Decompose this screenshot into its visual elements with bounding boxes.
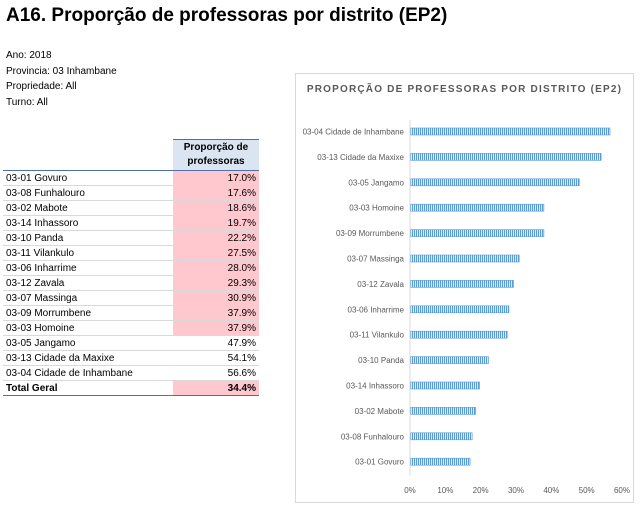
chart-title: PROPORÇÃO DE PROFESSORAS POR DISTRITO (E…	[306, 84, 623, 95]
category-label: 03-13 Cidade da Maxixe	[317, 153, 404, 162]
bar	[409, 457, 471, 466]
table-row: 03-03 Homoine 37.9%	[3, 320, 259, 336]
meta-ownership: Propriedade: All	[6, 81, 77, 92]
category-label: 03-05 Jangamo	[348, 178, 404, 187]
table-header-proportion: Proporção de professoras	[173, 139, 259, 171]
bar	[409, 127, 611, 136]
bar	[409, 381, 480, 390]
x-tick-label: 50%	[579, 486, 595, 495]
table-row: 03-05 Jangamo 47.9%	[3, 335, 259, 351]
district-label: 03-02 Mabote	[3, 200, 173, 216]
x-tick-label: 20%	[473, 486, 489, 495]
total-label: Total Geral	[3, 380, 173, 396]
category-label: 03-14 Inhassoro	[346, 382, 404, 391]
proportion-value: 28.0%	[173, 260, 259, 276]
total-row: Total Geral 34.4%	[3, 380, 259, 396]
district-label: 03-10 Panda	[3, 230, 173, 246]
bar	[409, 305, 510, 314]
proportion-value: 17.0%	[173, 170, 259, 186]
district-label: 03-01 Govuro	[3, 170, 173, 186]
bar-chart: PROPORÇÃO DE PROFESSORAS POR DISTRITO (E…	[295, 73, 634, 503]
category-label: 03-10 Panda	[358, 356, 404, 365]
bar	[409, 203, 545, 212]
x-tick-label: 0%	[404, 486, 416, 495]
bar	[409, 280, 514, 288]
district-label: 03-03 Homoine	[3, 320, 173, 336]
district-label: 03-08 Funhalouro	[3, 185, 173, 201]
bar	[409, 330, 508, 339]
bar	[409, 153, 602, 161]
chart-plot: 03-04 Cidade de Inhambane 03-13 Cidade da…	[303, 120, 630, 495]
table-row: 03-13 Cidade da Maxixe 54.1%	[3, 350, 259, 366]
x-tick-label: 40%	[543, 486, 559, 495]
category-label: 03-06 Inharrime	[348, 305, 405, 314]
table-row: 03-01 Govuro 17.0%	[3, 170, 259, 186]
meta-shift: Turno: All	[6, 96, 48, 108]
table-row: 03-07 Massinga 30.9%	[3, 290, 259, 306]
filter-info: Ano: 2018 Provincia: 03 Inhambane Propri…	[6, 48, 117, 110]
proportion-value: 29.3%	[173, 275, 259, 291]
proportion-value: 47.9%	[173, 335, 259, 351]
district-label: 03-12 Zavala	[3, 275, 173, 291]
proportion-value: 54.1%	[173, 350, 259, 366]
district-label: 03-05 Jangamo	[3, 335, 173, 351]
table-row: 03-04 Cidade de Inhambane 56.6%	[3, 365, 259, 381]
district-label: 03-11 Vilankulo	[3, 245, 173, 261]
proportion-value: 30.9%	[173, 290, 259, 306]
category-label: 03-01 Govuro	[355, 458, 404, 467]
district-label: 03-04 Cidade de Inhambane	[3, 365, 173, 381]
district-label: 03-14 Inhassoro	[3, 215, 173, 231]
x-tick-label: 30%	[508, 486, 524, 495]
category-label: 03-07 Massinga	[347, 255, 404, 264]
category-label: 03-02 Mabote	[355, 407, 405, 416]
meta-year: Ano: 2018	[6, 50, 52, 61]
district-label: 03-07 Massinga	[3, 290, 173, 306]
total-value: 34.4%	[173, 380, 259, 396]
proportion-value: 22.2%	[173, 230, 259, 246]
x-tick-label: 10%	[437, 486, 453, 495]
proportion-value: 56.6%	[173, 365, 259, 381]
proportion-value: 18.6%	[173, 200, 259, 216]
table-row: 03-10 Panda 22.2%	[3, 230, 259, 246]
table-row: 03-14 Inhassoro 19.7%	[3, 215, 259, 231]
x-tick-label: 60%	[614, 486, 630, 495]
bar	[409, 407, 477, 415]
table-header-row: Proporção de professoras	[3, 139, 259, 171]
table-row: 03-11 Vilankulo 27.5%	[3, 245, 259, 261]
bar	[409, 178, 580, 187]
proportion-value: 37.9%	[173, 305, 259, 321]
district-label: 03-06 Inharrime	[3, 260, 173, 276]
page-title: A16. Proporção de professoras por distri…	[6, 5, 448, 26]
table-row: 03-02 Mabote 18.6%	[3, 200, 259, 216]
proportion-value: 27.5%	[173, 245, 259, 261]
district-label: 03-13 Cidade da Maxixe	[3, 350, 173, 366]
category-label: 03-11 Vilankulo	[350, 331, 405, 340]
table-row: 03-09 Morrumbene 37.9%	[3, 305, 259, 321]
district-label: 03-09 Morrumbene	[3, 305, 173, 321]
table-row: 03-08 Funhalouro 17.6%	[3, 185, 259, 201]
proportion-value: 17.6%	[173, 185, 259, 201]
table-row: 03-12 Zavala 29.3%	[3, 275, 259, 291]
proportion-value: 37.9%	[173, 320, 259, 336]
bar	[409, 356, 489, 364]
category-label: 03-09 Morrumbene	[336, 229, 405, 238]
category-label: 03-08 Funhalouro	[341, 432, 405, 441]
table-row: 03-06 Inharrime 28.0%	[3, 260, 259, 276]
category-label: 03-04 Cidade de Inhambane	[303, 128, 405, 137]
table-header-blank	[3, 139, 173, 171]
category-label: 03-03 Homoine	[349, 204, 404, 213]
bar	[409, 254, 520, 263]
bar	[409, 229, 545, 237]
proportion-value: 19.7%	[173, 215, 259, 231]
category-label: 03-12 Zavala	[357, 280, 404, 289]
bar	[409, 432, 473, 441]
meta-province: Provincia: 03 Inhambane	[6, 65, 117, 77]
data-table: Proporção de professoras 03-01 Govuro 17.…	[3, 139, 259, 396]
